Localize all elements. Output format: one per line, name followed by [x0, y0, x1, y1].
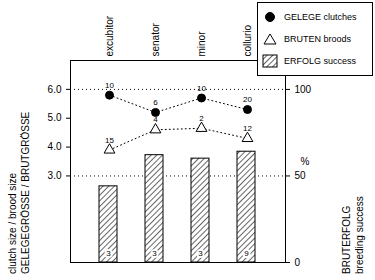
svg-text:6.0: 6.0: [48, 84, 62, 95]
html-text:breeding success: breeding success: [354, 196, 365, 274]
html-text:GELEGE clutches: GELEGE clutches: [284, 12, 357, 22]
svg-text:100: 100: [295, 84, 312, 95]
svg-text:10: 10: [197, 84, 206, 93]
html-text:ERFOLG success: ERFOLG success: [284, 56, 356, 66]
svg-text:excubitor: excubitor: [104, 15, 115, 56]
svg-text:20: 20: [243, 95, 252, 104]
svg-text:4: 4: [153, 115, 158, 124]
html-text:GELEGEGRÖSSE / BRUTGRÖSSE: GELEGEGRÖSSE / BRUTGRÖSSE: [20, 111, 31, 274]
svg-text:4.0: 4.0: [48, 141, 62, 152]
svg-text:12: 12: [243, 124, 252, 133]
svg-text:0: 0: [295, 257, 301, 268]
svg-text:minor: minor: [196, 31, 207, 57]
svg-text:10: 10: [105, 81, 114, 90]
svg-text:senator: senator: [150, 22, 161, 56]
svg-text:50: 50: [295, 170, 307, 181]
svg-text:5.0: 5.0: [48, 112, 62, 123]
svg-text:3: 3: [152, 249, 157, 258]
svg-text:3.0: 3.0: [48, 170, 62, 181]
svg-text:9: 9: [244, 249, 249, 258]
html-text:BRUTERFOLG: BRUTERFOLG: [341, 205, 352, 274]
svg-text:%: %: [301, 156, 310, 167]
svg-text:3: 3: [106, 249, 111, 258]
svg-text:3: 3: [198, 249, 203, 258]
svg-text:2: 2: [199, 114, 204, 123]
html-text:BRUTEN broods: BRUTEN broods: [284, 34, 351, 44]
svg-text:6: 6: [153, 98, 158, 107]
svg-text:15: 15: [105, 136, 114, 145]
html-text:clutch size / brood size: clutch size / brood size: [7, 172, 18, 274]
svg-text:collurio: collurio: [242, 24, 253, 56]
